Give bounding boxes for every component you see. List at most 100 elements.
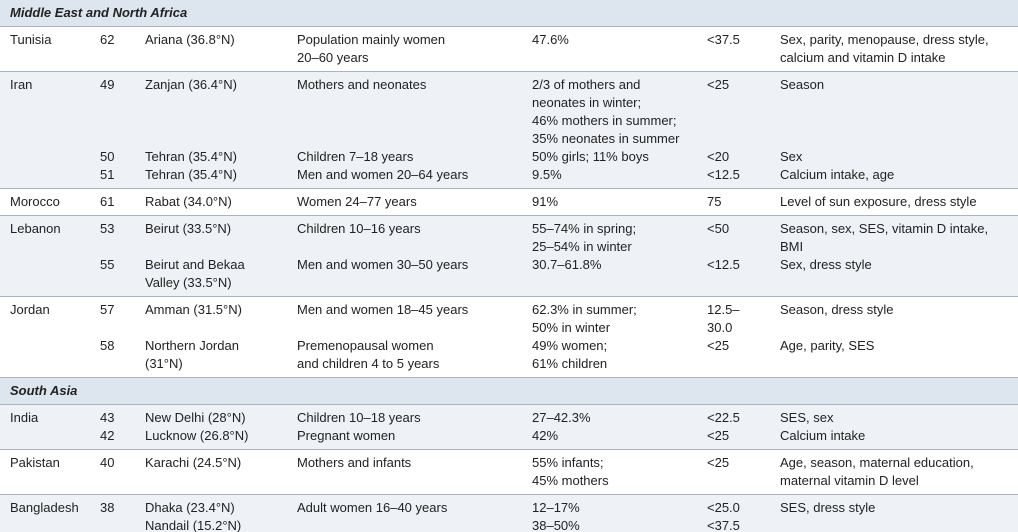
cutoff-text: <12.5: [707, 257, 740, 272]
location-text: Valley (33.5°N): [145, 275, 232, 290]
population-text: Children 10–18 years: [297, 410, 421, 425]
reference: 53: [100, 221, 115, 236]
location-text: Amman (31.5°N): [145, 302, 242, 317]
prevalence-text: 27–42.3%: [532, 410, 591, 425]
reference: 58: [100, 338, 115, 353]
reference: 50: [100, 149, 115, 164]
separator: [0, 494, 1018, 495]
row-band: [0, 72, 1018, 189]
separator: [0, 188, 1018, 189]
population-text: Population mainly women: [297, 32, 446, 47]
section-title: South Asia: [10, 383, 78, 398]
factors-text: Age, season, maternal education,: [780, 455, 974, 470]
population-text: Children 10–16 years: [297, 221, 421, 236]
separator: [0, 215, 1018, 216]
cutoff-text: <25.0: [707, 500, 740, 515]
reference: 57: [100, 302, 115, 317]
population-text: Premenopausal women: [297, 338, 434, 353]
row-band: [0, 405, 1018, 450]
country: Pakistan: [10, 455, 60, 470]
population-text: Pregnant women: [297, 428, 396, 443]
cutoff-text: <25: [707, 77, 730, 92]
country: India: [10, 410, 39, 425]
population-text: Women 24–77 years: [297, 194, 417, 209]
country: Bangladesh: [10, 500, 79, 515]
row-band: [0, 495, 1018, 532]
location-text: Rabat (34.0°N): [145, 194, 232, 209]
factors-text: Season, dress style: [780, 302, 894, 317]
country: Morocco: [10, 194, 60, 209]
location-text: Northern Jordan: [145, 338, 239, 353]
prevalence-text: 47.6%: [532, 32, 569, 47]
population-text: Adult women 16–40 years: [297, 500, 448, 515]
prevalence-text: 50% in winter: [532, 320, 611, 335]
location-text: Dhaka (23.4°N): [145, 500, 235, 515]
factors-text: calcium and vitamin D intake: [780, 50, 946, 65]
prevalence-text: 42%: [532, 428, 559, 443]
country: Jordan: [10, 302, 50, 317]
prevalence-text: 46% mothers in summer;: [532, 113, 677, 128]
cutoff-text: 30.0: [707, 320, 733, 335]
reference: 38: [100, 500, 115, 515]
country: Iran: [10, 77, 33, 92]
prevalence-text: 91%: [532, 194, 559, 209]
prevalence-text: 2/3 of mothers and: [532, 77, 641, 92]
population-text: Mothers and infants: [297, 455, 412, 470]
country: Tunisia: [10, 32, 52, 47]
section-title: Middle East and North Africa: [10, 5, 188, 20]
reference: 42: [100, 428, 115, 443]
reference: 40: [100, 455, 115, 470]
prevalence-text: neonates in winter;: [532, 95, 642, 110]
cutoff-text: <20: [707, 149, 730, 164]
factors-text: Season, sex, SES, vitamin D intake,: [780, 221, 989, 236]
prevalence-text: 61% children: [532, 356, 608, 371]
location-text: New Delhi (28°N): [145, 410, 246, 425]
prevalence-text: 12–17%: [532, 500, 580, 515]
prevalence-text: 38–50%: [532, 518, 580, 532]
factors-text: Sex, dress style: [780, 257, 872, 272]
separator: [0, 296, 1018, 297]
factors-text: Sex: [780, 149, 803, 164]
prevalence-text: 35% neonates in summer: [532, 131, 680, 146]
factors-text: Sex, parity, menopause, dress style,: [780, 32, 989, 47]
separator: [0, 377, 1018, 378]
factors-text: SES, dress style: [780, 500, 876, 515]
location-text: Tehran (35.4°N): [145, 167, 237, 182]
prevalence-text: 9.5%: [532, 167, 562, 182]
cutoff-text: <50: [707, 221, 730, 236]
prevalence-text: 45% mothers: [532, 473, 609, 488]
location-text: Zanjan (36.4°N): [145, 77, 237, 92]
population-text: Children 7–18 years: [297, 149, 414, 164]
factors-text: Calcium intake, age: [780, 167, 895, 182]
separator: [0, 449, 1018, 450]
cutoff-text: 75: [707, 194, 722, 209]
prevalence-text: 55% infants;: [532, 455, 604, 470]
population-text: Men and women 20–64 years: [297, 167, 469, 182]
factors-text: Level of sun exposure, dress style: [780, 194, 977, 209]
cutoff-text: <37.5: [707, 518, 740, 532]
location-text: Lucknow (26.8°N): [145, 428, 249, 443]
prevalence-text: 50% girls; 11% boys: [532, 149, 649, 164]
reference: 62: [100, 32, 115, 47]
location-text: Beirut and Bekaa: [145, 257, 245, 272]
section-band: [0, 0, 1018, 27]
factors-text: BMI: [780, 239, 804, 254]
cutoff-text: <37.5: [707, 32, 740, 47]
population-text: 20–60 years: [297, 50, 369, 65]
location-text: Karachi (24.5°N): [145, 455, 242, 470]
cutoff-text: <12.5: [707, 167, 740, 182]
location-text: Ariana (36.8°N): [145, 32, 235, 47]
country: Lebanon: [10, 221, 61, 236]
population-text: and children 4 to 5 years: [297, 356, 440, 371]
cutoff-text: <25: [707, 338, 730, 353]
reference: 49: [100, 77, 115, 92]
separator: [0, 26, 1018, 27]
separator: [0, 71, 1018, 72]
prevalence-text: 25–54% in winter: [532, 239, 632, 254]
population-text: Mothers and neonates: [297, 77, 427, 92]
prevalence-text: 49% women;: [532, 338, 608, 353]
factors-text: Calcium intake: [780, 428, 866, 443]
reference: 51: [100, 167, 115, 182]
location-text: Nandail (15.2°N): [145, 518, 242, 532]
